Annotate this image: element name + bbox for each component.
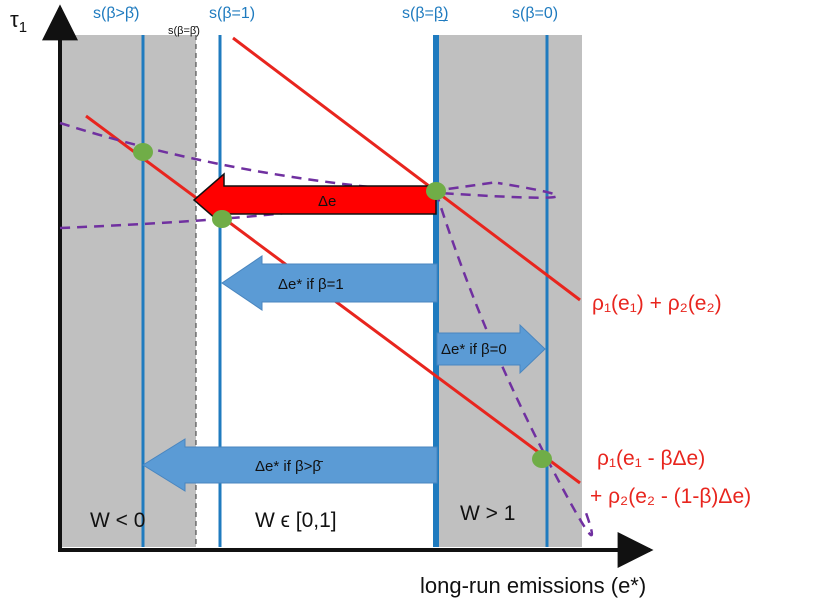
dashed-curve-c (434, 191, 594, 537)
label-beta-lower: s(β=β̲) (402, 5, 448, 22)
delta-e-arrow (192, 172, 437, 228)
delta-e-label: Δe (318, 193, 336, 210)
delta-e-beta-bar-label: Δe* if β>β̄ (255, 458, 323, 475)
dashed-curve-a (59, 121, 559, 199)
point-lower-right (532, 450, 552, 468)
label-beta-one: s(β=1) (209, 5, 255, 22)
shaded-region-right (434, 35, 582, 547)
point-left-upper (133, 143, 153, 161)
region-left-label: W < 0 (90, 509, 145, 532)
delta-e-beta-zero-label: Δe* if β=0 (441, 341, 507, 358)
point-middle (212, 210, 232, 228)
label-beta-above-bar: s(β>β̄) (93, 5, 139, 22)
curve-lower-label-line1: ρ₁(e₁ - βΔe) (597, 447, 705, 470)
y-axis-label: τ1 (10, 7, 27, 36)
delta-e-beta-one-arrow (221, 255, 438, 311)
x-axis-label: long-run emissions (e*) (420, 573, 646, 598)
label-beta-eq-bar: s(β=β̄) (168, 25, 200, 37)
curve-upper (232, 36, 581, 302)
delta-e-beta-bar-arrow (142, 438, 438, 492)
region-middle-label: W ϵ [0,1] (255, 509, 337, 532)
label-beta-zero: s(β=0) (512, 5, 558, 22)
curve-lower-label-line2: + ρ₂(e₂ - (1-β)Δe) (590, 485, 751, 508)
region-right-label: W > 1 (460, 502, 515, 525)
delta-e-beta-zero-arrow (436, 323, 546, 375)
point-right-upper (426, 182, 446, 200)
delta-e-beta-one-label: Δe* if β=1 (278, 276, 344, 293)
curve-upper-label: ρ₁(e₁) + ρ₂(e₂) (592, 292, 722, 315)
